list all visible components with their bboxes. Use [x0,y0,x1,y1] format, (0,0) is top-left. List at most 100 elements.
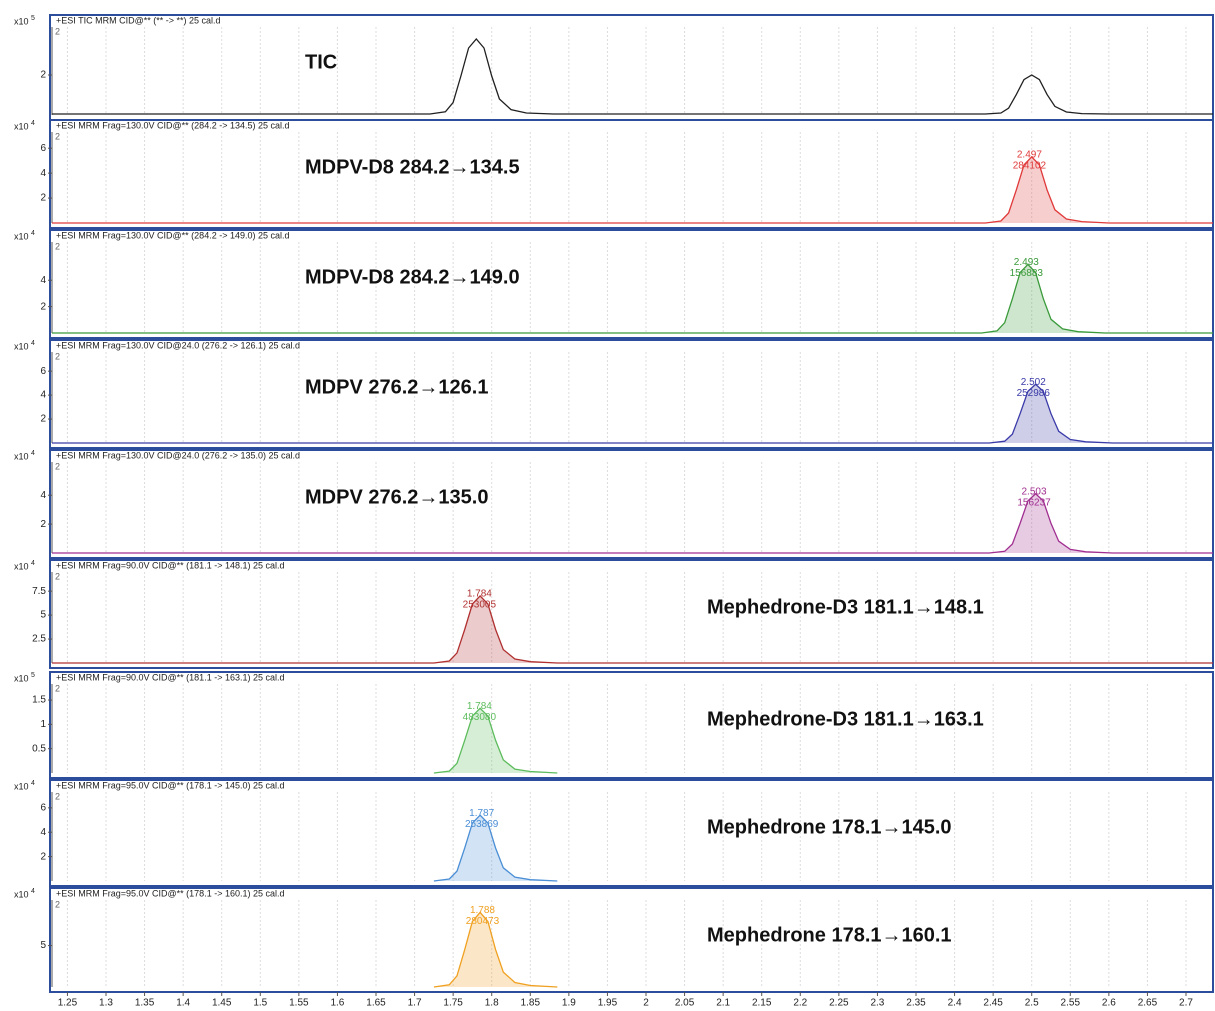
scale-base: x10 [14,341,29,351]
trace-line [52,492,1213,554]
x-tick-label: 1.7 [408,998,422,1009]
compound-label: MDPV-D8 284.2→134.5 [305,156,520,178]
scale-exponent: 4 [31,230,35,237]
corner-label: 2 [55,683,60,693]
x-tick-label: 1.45 [212,998,232,1009]
panel-frame [49,14,1214,121]
peak-area-label: 253869 [465,819,499,830]
x-tick-label: 2.3 [870,998,884,1009]
peak-rt: 1.784 [467,701,492,712]
panel-header: +ESI MRM Frag=130.0V CID@** (284.2 -> 13… [56,120,290,130]
x-tick-label: 2.05 [675,998,695,1009]
panel-header: +ESI MRM Frag=130.0V CID@** (284.2 -> 14… [56,230,290,240]
compound-label: Mephedrone 178.1→145.0 [707,816,952,838]
corner-label: 2 [55,351,60,361]
peak-rt: 1.784 [467,589,492,600]
scale-exponent: 4 [31,450,35,457]
panel-frame [49,559,1214,669]
scale-base: x10 [14,451,29,461]
y-tick-label: 4 [40,827,46,838]
x-tick-label: 2.2 [793,998,807,1009]
compound-label: Mephedrone-D3 181.1→163.1 [707,708,984,730]
y-tick-label: 4 [40,168,46,179]
x-tick-label: 2 [643,998,649,1009]
y-tick-label: 5 [40,610,46,621]
trace-line [433,814,558,882]
y-tick-label: 2 [40,193,46,204]
x-tick-label: 2.6 [1102,998,1116,1009]
panel-header: +ESI MRM Frag=95.0V CID@** (178.1 -> 145… [56,780,285,790]
scale-exponent: 5 [31,15,35,22]
peak-area-label: 253005 [463,600,497,611]
scale-exponent: 4 [31,780,35,787]
x-tick-label: 2.1 [716,998,730,1009]
scale-base: x10 [14,673,29,683]
x-tick-label: 2.25 [829,998,849,1009]
y-tick-label: 4 [40,275,46,286]
peak-rt: 1.787 [469,808,494,819]
panel-frame [49,339,1214,449]
x-tick-label: 2.7 [1179,998,1193,1009]
y-tick-label: 0.5 [32,743,46,754]
y-tick-label: 2.5 [32,634,46,645]
trace-line [52,383,1213,444]
panel-header: +ESI MRM Frag=130.0V CID@24.0 (276.2 -> … [56,340,300,350]
trace-line [433,707,558,774]
x-tick-label: 2.45 [983,998,1003,1009]
x-tick-label: 1.95 [598,998,618,1009]
compound-label: Mephedrone-D3 181.1→148.1 [707,596,984,618]
peak-rt: 1.788 [470,905,495,916]
corner-label: 2 [55,241,60,251]
trace-line [433,911,558,988]
x-tick-label: 2.55 [1061,998,1081,1009]
x-tick-label: 1.5 [253,998,267,1009]
compound-label: TIC [305,51,337,73]
peak-area-label: 284102 [1013,161,1047,172]
x-tick-label: 1.6 [330,998,344,1009]
y-tick-label: 6 [40,366,46,377]
y-tick-label: 4 [40,390,46,401]
scale-exponent: 4 [31,120,35,127]
trace-line [52,594,1213,664]
scale-base: x10 [14,561,29,571]
panel-header: +ESI MRM Frag=90.0V CID@** (181.1 -> 148… [56,560,285,570]
peak-rt: 2.503 [1022,486,1047,497]
y-tick-label: 2 [40,414,46,425]
corner-label: 2 [55,26,60,36]
x-tick-label: 1.9 [562,998,576,1009]
peak-area-label: 280473 [466,916,500,927]
scale-base: x10 [14,231,29,241]
y-tick-label: 1 [40,719,46,730]
compound-label: Mephedrone 178.1→160.1 [707,924,952,946]
x-tick-label: 1.35 [135,998,155,1009]
peak-area-label: 156237 [1017,497,1051,508]
x-tick-label: 1.85 [521,998,541,1009]
panel-frame [49,671,1214,779]
scale-base: x10 [14,121,29,131]
x-tick-label: 1.25 [58,998,78,1009]
x-tick-label: 1.65 [366,998,386,1009]
scale-exponent: 4 [31,560,35,567]
panel-header: +ESI MRM Frag=95.0V CID@** (178.1 -> 160… [56,888,285,898]
scale-base: x10 [14,781,29,791]
panel-frame [49,779,1214,887]
trace-line [52,155,1213,224]
compound-label: MDPV-D8 284.2→149.0 [305,266,520,288]
corner-label: 2 [55,131,60,141]
x-tick-label: 2.15 [752,998,772,1009]
x-tick-label: 2.4 [948,998,962,1009]
panel-header: +ESI MRM Frag=130.0V CID@24.0 (276.2 -> … [56,450,300,460]
panel-frame [49,449,1214,559]
corner-label: 2 [55,791,60,801]
scale-exponent: 4 [31,340,35,347]
y-tick-label: 2 [40,70,46,81]
trace-line [52,263,1213,334]
peak-rt: 2.497 [1017,150,1042,161]
corner-label: 2 [55,571,60,581]
compound-label: MDPV 276.2→135.0 [305,486,488,508]
y-tick-label: 6 [40,143,46,154]
y-tick-label: 2 [40,519,46,530]
panel-frame [49,119,1214,229]
x-tick-label: 1.75 [443,998,463,1009]
